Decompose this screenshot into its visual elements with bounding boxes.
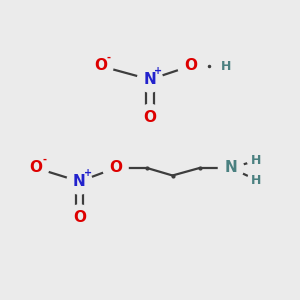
Text: H: H	[221, 59, 232, 73]
Text: H: H	[251, 154, 262, 167]
Circle shape	[248, 152, 266, 169]
Text: +: +	[84, 168, 92, 178]
Text: H: H	[251, 173, 262, 187]
Text: O: O	[184, 58, 197, 74]
Text: O: O	[94, 58, 107, 74]
Circle shape	[88, 53, 113, 79]
Circle shape	[137, 104, 163, 130]
Circle shape	[178, 53, 203, 79]
Circle shape	[67, 169, 92, 194]
Text: O: O	[143, 110, 157, 124]
Circle shape	[218, 57, 236, 75]
Circle shape	[137, 67, 163, 92]
Text: +: +	[154, 66, 163, 76]
Text: O: O	[109, 160, 122, 175]
Text: N: N	[144, 72, 156, 87]
Circle shape	[103, 155, 128, 181]
Text: -: -	[107, 52, 111, 63]
Text: O: O	[29, 160, 43, 175]
Text: N: N	[225, 160, 237, 175]
Text: -: -	[42, 154, 46, 165]
Circle shape	[23, 155, 49, 181]
Circle shape	[218, 155, 244, 181]
Text: O: O	[73, 210, 86, 225]
Circle shape	[248, 171, 266, 189]
Circle shape	[67, 205, 92, 230]
Text: N: N	[73, 174, 86, 189]
